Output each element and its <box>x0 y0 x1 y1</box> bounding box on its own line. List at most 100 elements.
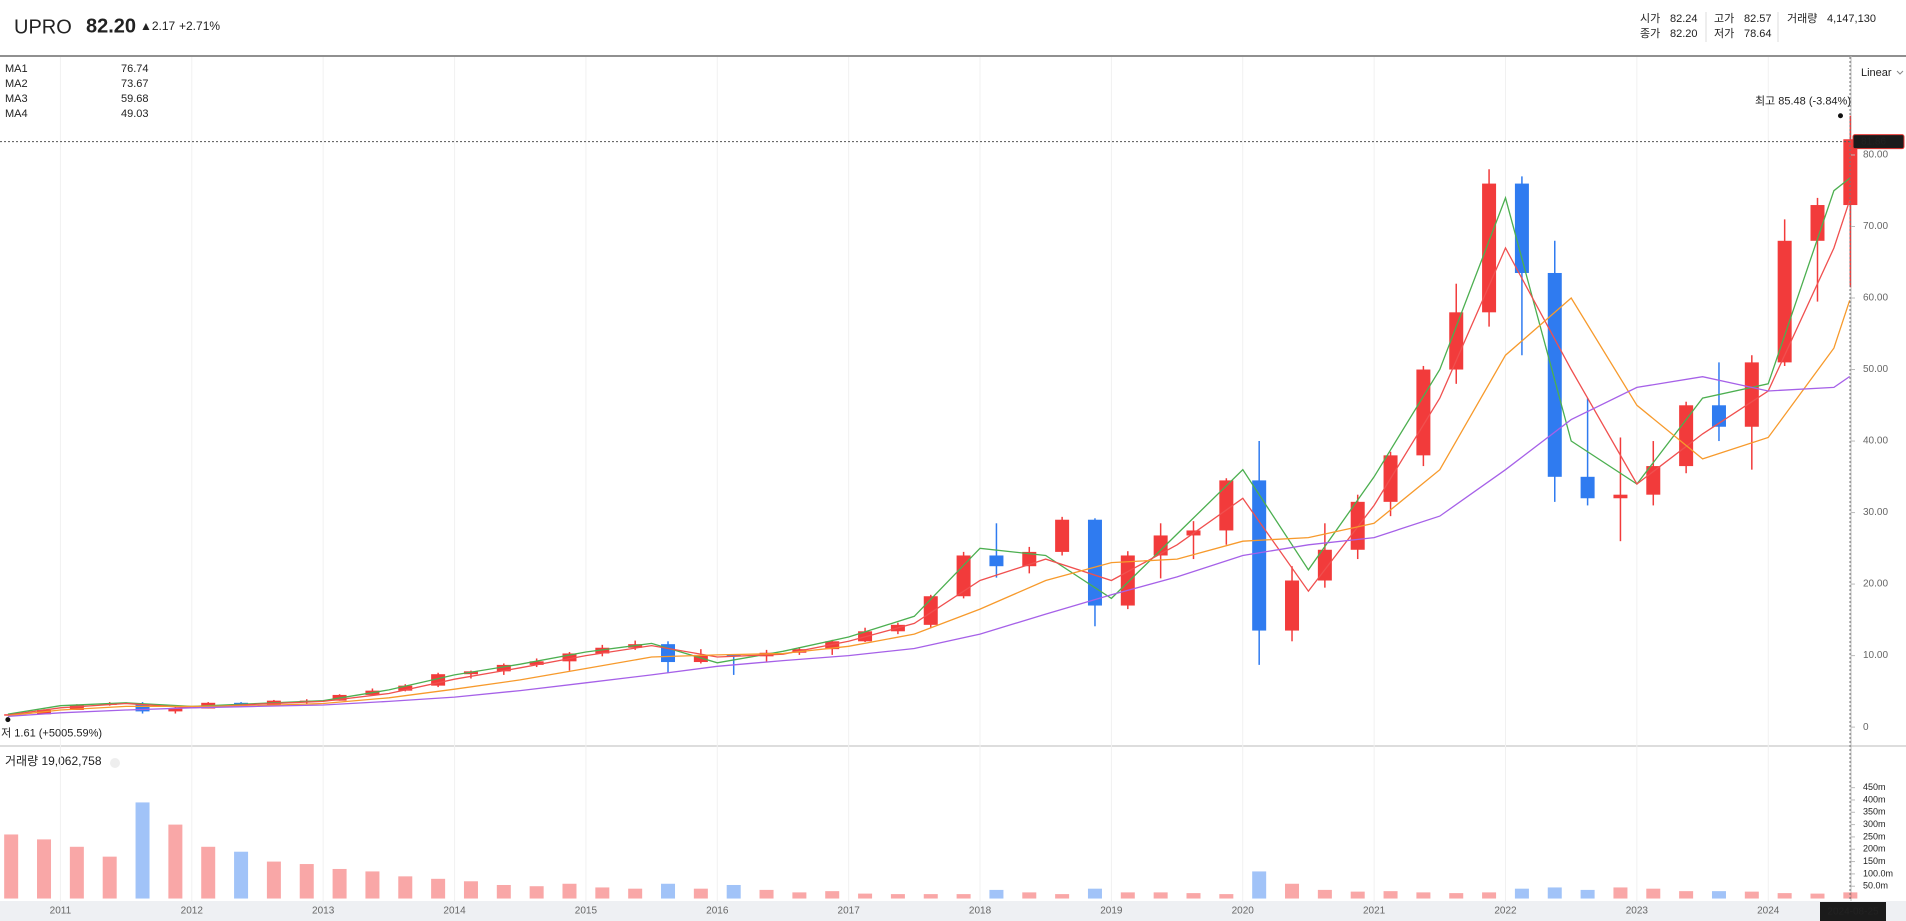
x-tick-label: 2013 <box>312 906 335 917</box>
candle-body <box>1317 549 1332 581</box>
quote-value: 78.64 <box>1744 28 1772 40</box>
x-axis-bar <box>0 901 1906 921</box>
candle-body <box>595 647 610 654</box>
candle-body <box>431 674 446 686</box>
legend-value: 76.74 <box>121 63 149 75</box>
x-tick-label: 2024 <box>1757 906 1780 917</box>
volume-bar <box>1383 891 1398 899</box>
volume-bar <box>595 887 610 899</box>
volume-bar <box>1186 893 1201 899</box>
high-label: 최고 85.48 (-3.84%) <box>1755 95 1851 108</box>
candle-body <box>1547 272 1562 477</box>
volume-bar <box>1416 892 1431 899</box>
candle-body <box>1843 139 1858 206</box>
ticker: UPRO <box>14 16 72 38</box>
volume-bar <box>496 884 511 899</box>
legend-name: MA2 <box>5 78 28 90</box>
volume-bar <box>1514 888 1529 899</box>
price-change: ▲2.17 <box>140 19 176 33</box>
moving-average-line <box>7 199 1851 716</box>
candle-body <box>529 661 544 665</box>
volume-bar <box>102 856 117 899</box>
x-tick-label: 2020 <box>1232 906 1255 917</box>
scale-selector[interactable]: Linear <box>1861 67 1904 79</box>
moving-average-line <box>7 177 1851 715</box>
volume-bar <box>299 864 314 899</box>
candle-body <box>825 641 840 650</box>
legend-name: MA3 <box>5 93 28 105</box>
volume-bar <box>37 839 52 899</box>
quote-value: 82.57 <box>1744 13 1772 25</box>
candle-body <box>1810 205 1825 241</box>
volume-bar <box>463 881 478 899</box>
quote-label: 종가 <box>1640 27 1660 40</box>
volume-bar <box>1317 889 1332 899</box>
volume-bar <box>332 868 347 899</box>
volume-bar <box>693 888 708 899</box>
y-tick-label: 40.00 <box>1863 436 1888 447</box>
candle-body <box>1087 519 1102 606</box>
volume-bar <box>1219 894 1234 899</box>
close-icon[interactable] <box>110 758 120 768</box>
volume-bar <box>562 883 577 899</box>
volume-bar <box>201 846 216 899</box>
x-tick-label: 2019 <box>1100 906 1123 917</box>
volume-tick-label: 450m <box>1863 782 1886 792</box>
candle-body <box>1613 494 1628 499</box>
volume-tick-label: 150m <box>1863 856 1886 866</box>
volume-bar <box>726 884 741 899</box>
volume-tick-label: 250m <box>1863 831 1886 841</box>
volume-bar <box>792 892 807 899</box>
candle-body <box>1580 476 1595 499</box>
candle-body <box>1646 466 1661 495</box>
volume-bar <box>1153 892 1168 899</box>
volume-bar <box>1252 871 1267 899</box>
volume-bar <box>923 894 938 899</box>
candle-body <box>1055 519 1070 552</box>
candle-body <box>923 596 938 625</box>
candle-body <box>168 708 183 712</box>
low-marker <box>5 717 11 723</box>
legend-name: MA4 <box>5 108 28 120</box>
x-tick-label: 2011 <box>50 906 72 917</box>
volume-bar <box>956 894 971 899</box>
moving-average-line <box>7 375 1851 718</box>
volume-bar <box>69 846 84 899</box>
volume-bar <box>1022 892 1037 899</box>
volume-bar <box>890 894 905 899</box>
y-tick-label: 30.00 <box>1863 507 1888 518</box>
volume-bar <box>1580 889 1595 899</box>
volume-tick-label: 400m <box>1863 794 1886 804</box>
candle-body <box>1120 555 1135 606</box>
low-label: 최저 1.61 (+5005.59%) <box>0 727 102 740</box>
quote-label: 고가 <box>1714 12 1734 25</box>
volume-bar <box>825 891 840 899</box>
x-tick-label: 2018 <box>969 906 992 917</box>
volume-bar <box>1350 891 1365 899</box>
y-tick-label: 70.00 <box>1863 221 1888 232</box>
scale-label[interactable]: Linear <box>1861 67 1892 79</box>
x-tick-label: 2012 <box>181 906 204 917</box>
x-tick-label: 2022 <box>1494 906 1517 917</box>
candle-body <box>1252 480 1267 631</box>
volume-bar <box>1482 892 1497 899</box>
x-tick-label: 2023 <box>1626 906 1649 917</box>
y-tick-label: 0 <box>1863 722 1869 733</box>
volume-bar <box>1547 887 1562 899</box>
current-price-label: 81.86 <box>1861 136 1886 147</box>
volume-bar <box>168 824 183 899</box>
volume-tick-label: 350m <box>1863 807 1886 817</box>
volume-bar <box>1679 891 1694 899</box>
candle-body <box>1153 535 1168 556</box>
candle-body <box>1416 369 1431 456</box>
volume-bar <box>1810 893 1825 899</box>
candle-body <box>1482 183 1497 313</box>
quote-label: 시가 <box>1640 12 1660 25</box>
volume-bar <box>759 889 774 899</box>
candle-body <box>1219 480 1234 531</box>
volume-bar <box>1087 888 1102 899</box>
dropdown-chevron[interactable] <box>1896 70 1904 75</box>
x-tick-label: 2017 <box>838 906 861 917</box>
y-tick-label: 80.00 <box>1863 150 1888 161</box>
